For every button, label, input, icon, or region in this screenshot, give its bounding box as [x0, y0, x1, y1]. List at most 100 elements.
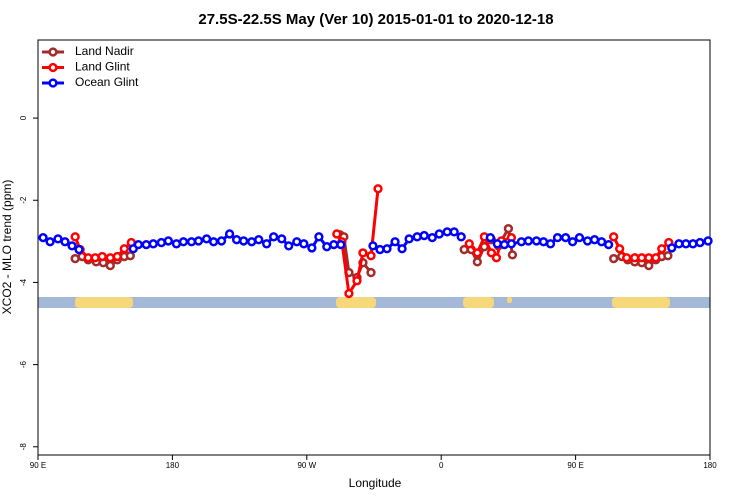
point	[695, 237, 705, 248]
point	[703, 236, 713, 246]
point	[268, 232, 279, 242]
point	[97, 251, 107, 262]
point	[261, 239, 272, 249]
point	[201, 234, 212, 244]
point	[186, 237, 197, 247]
point	[67, 241, 77, 251]
point	[156, 237, 166, 248]
point	[366, 251, 376, 261]
point	[163, 236, 174, 246]
point	[516, 237, 527, 247]
y-tick-label: -2	[19, 196, 28, 204]
point	[366, 267, 376, 278]
legend-marker	[48, 62, 58, 73]
point	[70, 232, 80, 242]
point	[90, 253, 100, 263]
point	[238, 236, 249, 246]
y-tick-label: 0	[19, 115, 28, 120]
point	[60, 237, 70, 247]
point	[434, 229, 444, 239]
point	[344, 288, 354, 299]
y-axis-label: XCO2 - MLO trend (ppm)	[0, 180, 14, 315]
point	[307, 243, 317, 253]
land-strip	[38, 297, 710, 308]
legend-marker	[48, 78, 58, 88]
x-tick-label: 90 W	[297, 461, 316, 470]
point	[582, 236, 593, 246]
y-tick-label: -6	[19, 361, 28, 369]
point	[193, 236, 204, 246]
point	[171, 239, 182, 249]
point	[560, 232, 571, 243]
point	[373, 184, 383, 194]
point	[382, 244, 392, 254]
point	[486, 248, 497, 258]
point	[397, 244, 407, 254]
plot-frame	[37, 39, 711, 456]
point	[53, 234, 63, 244]
legend-label: Land Glint	[75, 60, 130, 74]
point	[352, 276, 362, 286]
point	[412, 232, 422, 242]
point	[368, 241, 378, 251]
point	[596, 237, 607, 247]
point	[589, 235, 600, 245]
legend-label: Ocean Glint	[75, 75, 139, 89]
point	[456, 232, 466, 242]
point	[358, 248, 368, 258]
legend-label: Land Nadir	[75, 44, 134, 58]
point	[390, 237, 400, 247]
point	[472, 248, 482, 258]
x-tick-label: 180	[703, 461, 717, 470]
point	[499, 239, 510, 250]
point	[472, 257, 482, 267]
point	[615, 244, 625, 254]
land-patch	[507, 297, 512, 303]
point	[485, 232, 495, 243]
point	[523, 236, 534, 246]
point	[112, 251, 122, 262]
x-axis-label: Longitude	[349, 476, 402, 490]
point	[178, 237, 189, 247]
point	[336, 239, 346, 250]
point	[464, 239, 474, 249]
point	[644, 260, 654, 271]
point	[492, 239, 502, 249]
point	[503, 223, 514, 234]
point	[667, 243, 677, 253]
point	[506, 239, 517, 249]
x-tick-label: 180	[166, 461, 180, 470]
point	[314, 232, 324, 242]
point	[507, 250, 518, 260]
chart-title: 27.5S-22.5S May (Ver 10) 2015-01-01 to 2…	[198, 11, 553, 28]
point	[277, 234, 287, 244]
point	[609, 253, 619, 264]
point	[322, 242, 332, 252]
y-tick-label: -8	[19, 443, 28, 451]
land-patch	[75, 297, 133, 308]
point	[254, 235, 264, 245]
point	[224, 229, 235, 239]
point	[70, 253, 80, 264]
point	[651, 253, 661, 263]
point	[491, 253, 502, 263]
point	[567, 237, 578, 247]
point	[216, 236, 227, 246]
point	[332, 229, 342, 239]
point	[663, 251, 673, 261]
point	[552, 232, 563, 243]
x-tick-label: 90 E	[30, 461, 46, 470]
point	[119, 244, 129, 254]
land-patch	[336, 297, 376, 308]
y-tick-label: -4	[19, 278, 28, 286]
point	[133, 239, 144, 250]
point	[247, 237, 257, 247]
point	[284, 241, 294, 251]
point	[531, 236, 542, 246]
point	[419, 230, 429, 241]
x-tick-label: 0	[439, 461, 444, 470]
point	[609, 232, 619, 242]
point	[292, 237, 302, 247]
